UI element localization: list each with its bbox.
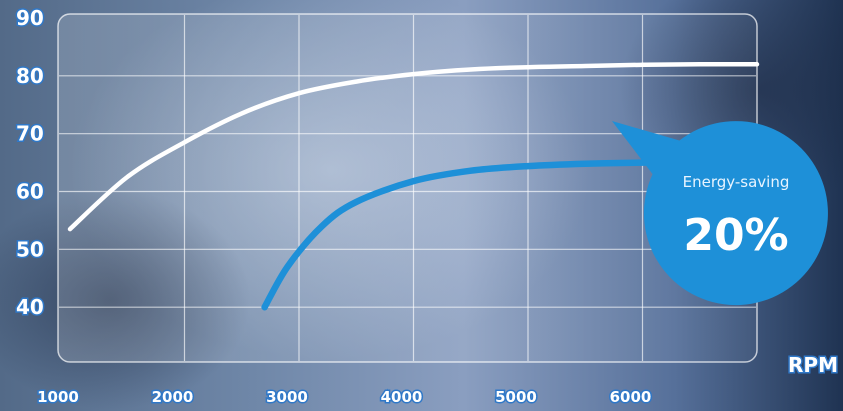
series-layer — [67, 62, 760, 311]
y-axis-ticks: 90 80 70 60 50 40 — [15, 5, 46, 321]
x-tick-label: 6000 — [610, 388, 652, 406]
x-tick-label: 4000 — [381, 388, 423, 406]
series-line-1 — [67, 62, 760, 232]
x-tick-label: 3000 — [266, 388, 308, 406]
series-line-2 — [261, 159, 681, 311]
y-tick-label: 90 — [16, 6, 44, 30]
callout-value: 20% — [683, 210, 788, 261]
y-tick-label: 70 — [16, 122, 44, 146]
x-tick-label: 2000 — [152, 388, 194, 406]
callout-label: Energy-saving — [683, 173, 790, 191]
energy-saving-callout: Energy-saving 20% — [612, 121, 828, 306]
x-axis-ticks: 1000 2000 3000 4000 5000 6000 — [36, 387, 653, 408]
x-axis-unit-label: RPM — [788, 353, 838, 377]
y-tick-label: 40 — [16, 295, 44, 319]
x-tick-label: 1000 — [37, 388, 79, 406]
y-tick-label: 80 — [16, 64, 44, 88]
callout-bubble — [612, 121, 828, 306]
y-tick-label: 50 — [16, 237, 44, 261]
y-tick-label: 60 — [16, 180, 44, 204]
x-tick-label: 5000 — [495, 388, 537, 406]
